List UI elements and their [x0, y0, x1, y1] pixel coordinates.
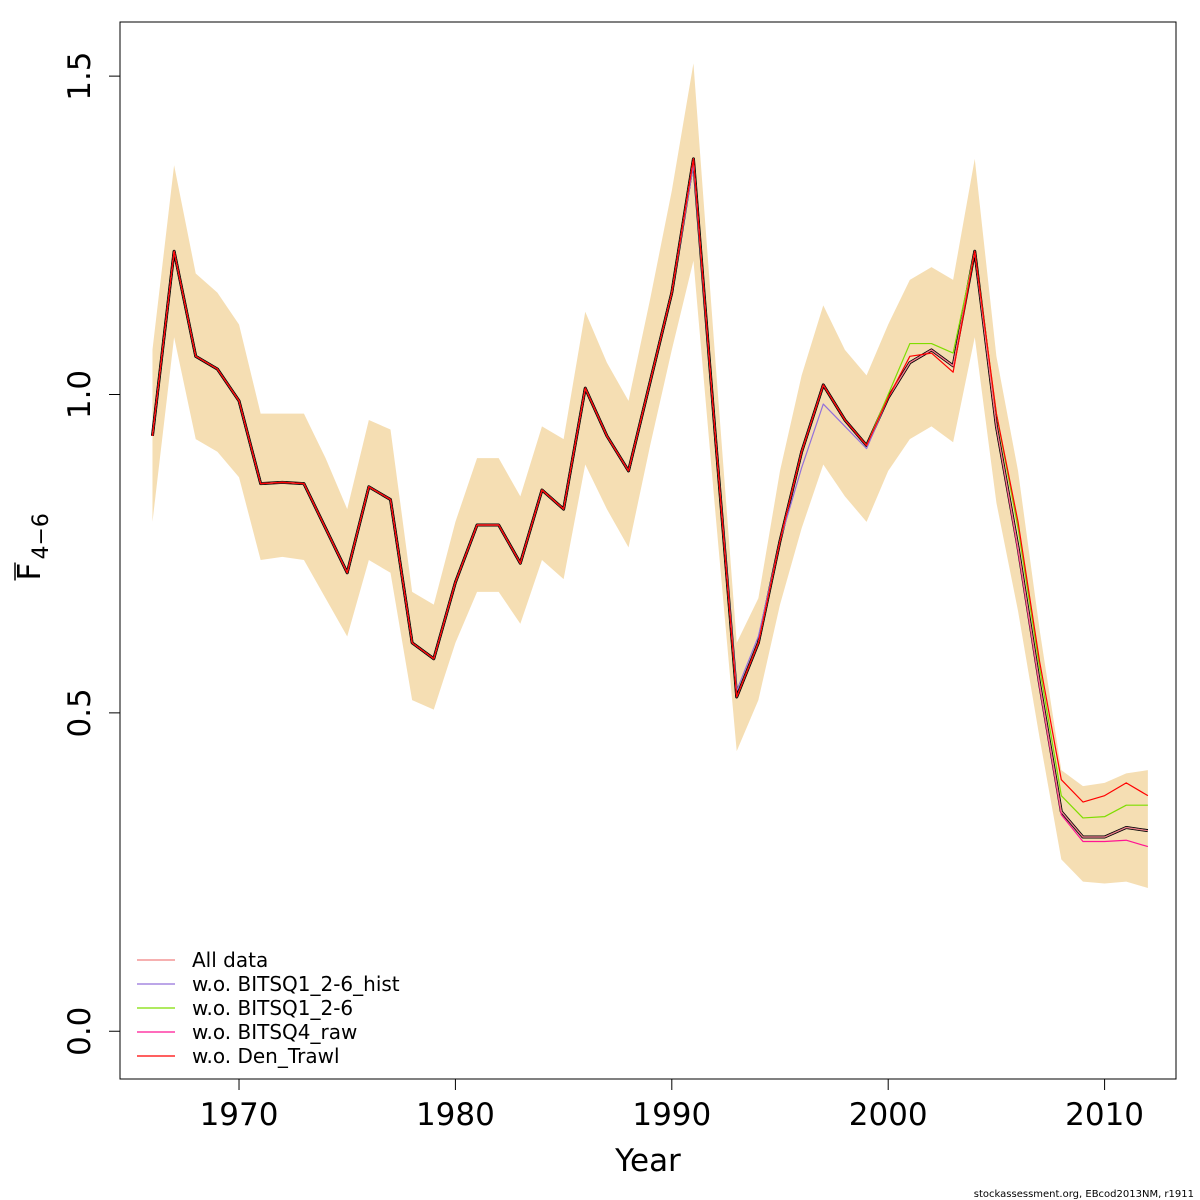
x-tick-label-1970: 1970 — [200, 1097, 279, 1133]
x-tick-label-2010: 2010 — [1065, 1097, 1144, 1133]
legend-label-1: w.o. BITSQ1_2-6_hist — [192, 972, 400, 996]
y-axis-title-subscript: 4−6 — [29, 513, 54, 559]
series-line-den-trawl — [151, 158, 1149, 803]
legend-label-3: w.o. BITSQ4_raw — [192, 1020, 357, 1044]
x-axis: 1970 1980 1990 2000 2010 — [200, 1078, 1144, 1133]
confidence-band-layer — [152, 63, 1148, 888]
confidence-band — [152, 63, 1148, 888]
x-tick-label-2000: 2000 — [849, 1097, 928, 1133]
legend-label-0: All data — [192, 948, 268, 972]
y-tick-label-1: 0.5 — [62, 688, 98, 737]
y-axis: 0.0 0.5 1.0 1.5 — [62, 51, 120, 1056]
y-axis-title: F 4−6 — [12, 513, 54, 581]
x-tick-label-1990: 1990 — [632, 1097, 711, 1133]
y-axis-title-base: F — [12, 563, 48, 581]
legend-label-2: w.o. BITSQ1_2-6 — [192, 996, 353, 1020]
legend-label-4: w.o. Den_Trawl — [192, 1044, 340, 1068]
y-tick-label-3: 1.5 — [62, 51, 98, 100]
y-tick-label-2: 1.0 — [62, 370, 98, 419]
x-axis-title: Year — [614, 1143, 681, 1179]
x-tick-label-1980: 1980 — [416, 1097, 495, 1133]
credit-text: stockassessment.org, EBcod2013NM, r1911 — [974, 1189, 1194, 1200]
y-tick-label-0: 0.0 — [62, 1007, 98, 1056]
series-layer — [151, 158, 1149, 848]
